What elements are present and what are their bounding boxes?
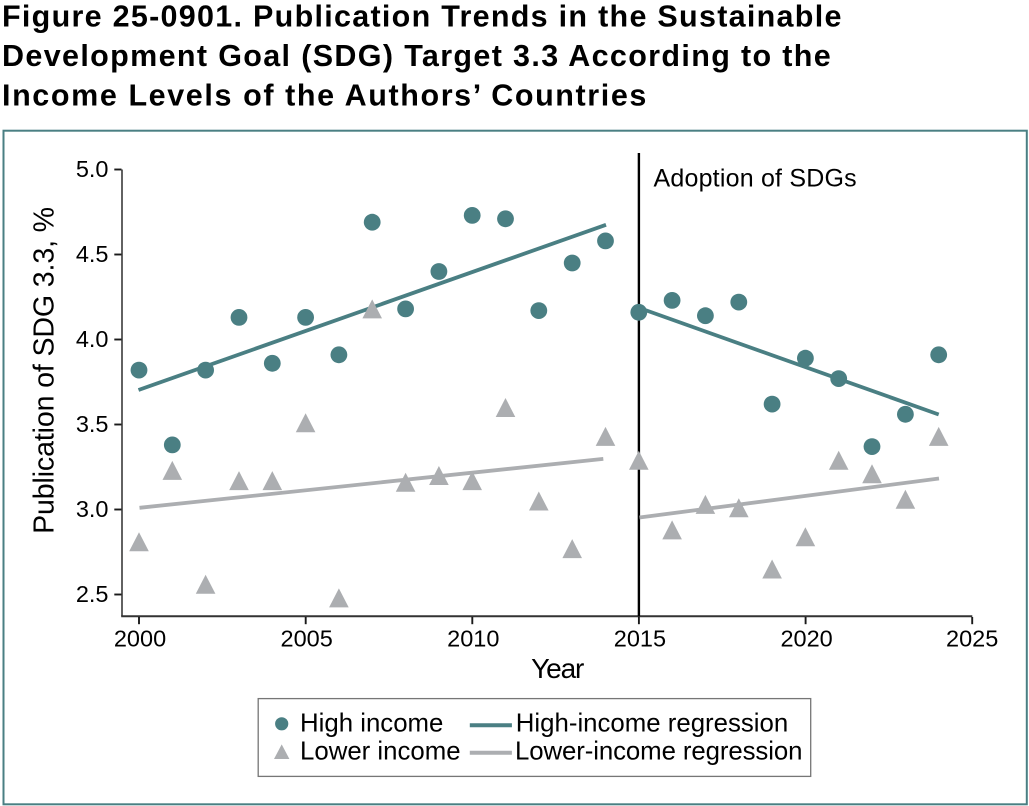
- svg-text:3.5: 3.5: [76, 411, 109, 437]
- svg-text:2025: 2025: [946, 625, 998, 651]
- svg-text:Publication of SDG 3.3, %: Publication of SDG 3.3, %: [29, 207, 61, 534]
- svg-text:4.5: 4.5: [76, 241, 109, 267]
- svg-text:Year: Year: [531, 653, 584, 684]
- svg-text:Income Levels of the Authors’: Income Levels of the Authors’ Countries: [2, 78, 648, 112]
- svg-text:Lower income: Lower income: [300, 737, 461, 765]
- svg-text:High-income regression: High-income regression: [516, 710, 788, 738]
- svg-text:Lower-income regression: Lower-income regression: [515, 737, 802, 765]
- svg-text:Figure 25-0901. Publication Tr: Figure 25-0901. Publication Trends in th…: [2, 0, 843, 33]
- svg-text:5.0: 5.0: [76, 156, 109, 182]
- svg-text:2005: 2005: [281, 625, 333, 651]
- svg-text:2000: 2000: [114, 625, 166, 651]
- svg-text:4.0: 4.0: [76, 326, 109, 352]
- svg-text:Development Goal (SDG) Target: Development Goal (SDG) Target 3.3 Accord…: [2, 39, 832, 73]
- svg-text:2.5: 2.5: [76, 581, 109, 607]
- svg-text:2015: 2015: [614, 625, 666, 651]
- svg-text:2010: 2010: [447, 625, 499, 651]
- svg-text:2020: 2020: [780, 625, 832, 651]
- svg-text:Adoption of SDGs: Adoption of SDGs: [654, 165, 857, 193]
- svg-text:3.0: 3.0: [76, 496, 109, 522]
- svg-text:High income: High income: [300, 710, 443, 738]
